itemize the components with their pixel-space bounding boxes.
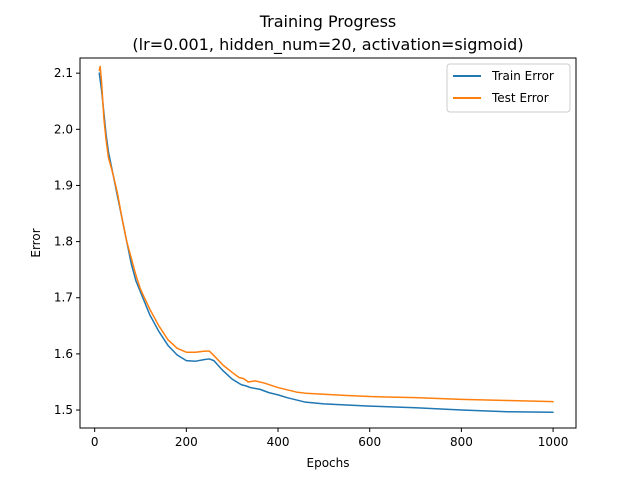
x-tick-label: 400 bbox=[267, 435, 290, 449]
y-tick-label: 1.5 bbox=[54, 403, 73, 417]
legend-label-train-error: Train Error bbox=[491, 69, 554, 83]
x-axis: 0 200 400 600 800 1000 bbox=[91, 428, 569, 449]
x-tick-label: 0 bbox=[91, 435, 99, 449]
y-tick-label: 1.8 bbox=[54, 235, 73, 249]
x-axis-label: Epochs bbox=[307, 456, 350, 470]
chart-subtitle: (lr=0.001, hidden_num=20, activation=sig… bbox=[132, 35, 523, 55]
legend-label-test-error: Test Error bbox=[491, 91, 549, 105]
x-tick-label: 1000 bbox=[538, 435, 569, 449]
y-tick-label: 1.6 bbox=[54, 347, 73, 361]
x-tick-label: 600 bbox=[358, 435, 381, 449]
x-tick-label: 200 bbox=[175, 435, 198, 449]
y-tick-label: 2.1 bbox=[54, 66, 73, 80]
y-axis-label: Error bbox=[29, 228, 43, 257]
x-tick-label: 800 bbox=[450, 435, 473, 449]
y-axis: 1.5 1.6 1.7 1.8 1.9 2.0 2.1 bbox=[54, 66, 80, 417]
legend: Train Error Test Error bbox=[446, 63, 571, 113]
y-tick-label: 1.9 bbox=[54, 178, 73, 192]
series-layer bbox=[98, 65, 554, 414]
chart-title: Training Progress bbox=[259, 12, 397, 31]
y-tick-label: 2.0 bbox=[54, 122, 73, 136]
plot-frame bbox=[79, 57, 577, 429]
series-line-test-error bbox=[98, 65, 554, 403]
y-tick-label: 1.7 bbox=[54, 291, 73, 305]
